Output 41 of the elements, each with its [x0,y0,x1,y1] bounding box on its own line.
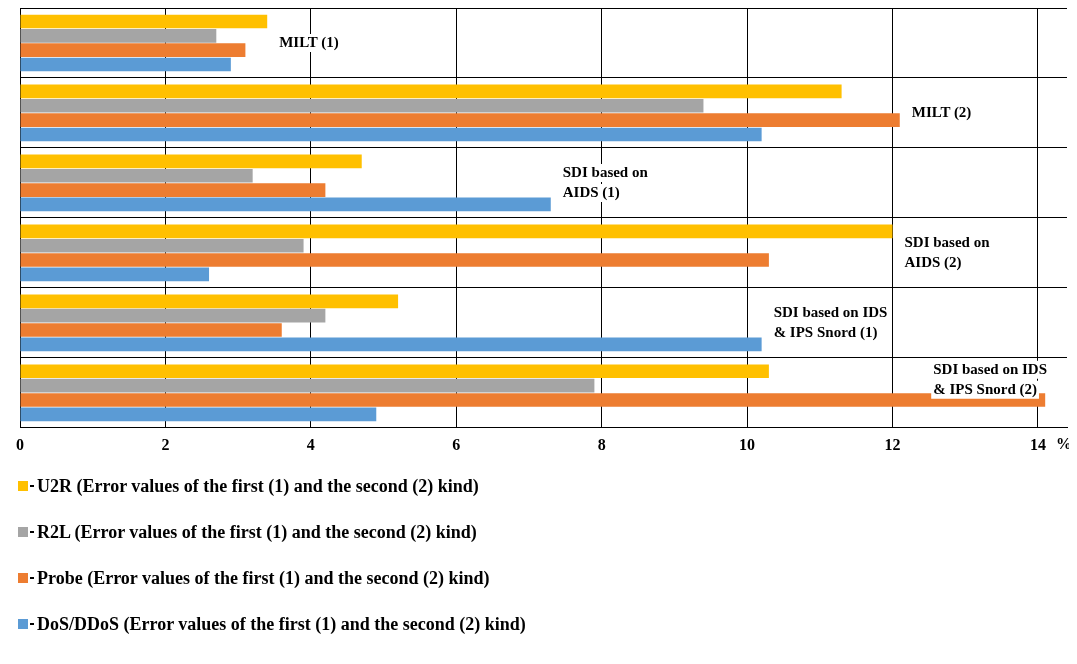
bar [20,183,326,197]
bar [20,224,893,239]
bar [20,238,304,253]
legend-label: U2R (Error values of the first (1) and the second (2) kind) [37,475,479,497]
y-tick-label: SDI based on IDS & IPS Snord (1) [773,303,888,341]
bar [20,253,769,267]
x-tick-label: 4 [306,435,315,453]
bar [20,308,326,323]
bar [20,154,362,169]
y-tick-label: MILT (1) [279,33,339,51]
y-tick-label: SDI based on IDS & IPS Snord (2) [933,360,1047,398]
bar [20,197,551,212]
bar [20,323,282,337]
bar [20,98,704,113]
y-tick-label: SDI based on AIDS (2) [904,233,991,271]
x-tick-label: 6 [452,435,461,453]
bar [20,168,253,183]
y-tick-label: SDI based on AIDS (1) [562,163,649,201]
bar [20,57,231,72]
bar [20,294,399,309]
bar [20,84,842,99]
x-tick-label: 10 [739,435,756,453]
bar [20,29,217,43]
bar [20,337,762,352]
bar [20,113,900,127]
legend-label: R2L (Error values of the first (1) and the second (2) kind) [37,521,477,543]
x-tick-label: 12 [884,435,901,453]
x-tick-label: 2 [161,435,170,453]
bar [20,267,210,282]
bar [20,378,595,393]
x-tick-label: 8 [597,435,606,453]
y-tick-label: MILT (2) [911,103,972,121]
x-tick-label: 14 [1029,435,1046,453]
bar [20,407,377,422]
legend-label: DoS/DDoS (Error values of the first (1) and the second (2) kind) [37,613,526,635]
bar [20,43,246,57]
bar [20,364,769,379]
bar [20,14,268,29]
legend-label: Probe (Error values of the first (1) and the second (2) kind) [37,567,490,589]
bar [20,127,762,142]
x-tick-label: 0 [16,435,24,453]
